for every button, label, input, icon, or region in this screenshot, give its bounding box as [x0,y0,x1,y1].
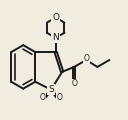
Text: O: O [39,93,45,102]
Text: O: O [83,54,89,63]
Text: S: S [48,85,54,94]
Text: N: N [52,33,59,42]
Text: O: O [52,13,59,22]
Text: O: O [71,79,77,88]
Text: O: O [57,93,63,102]
